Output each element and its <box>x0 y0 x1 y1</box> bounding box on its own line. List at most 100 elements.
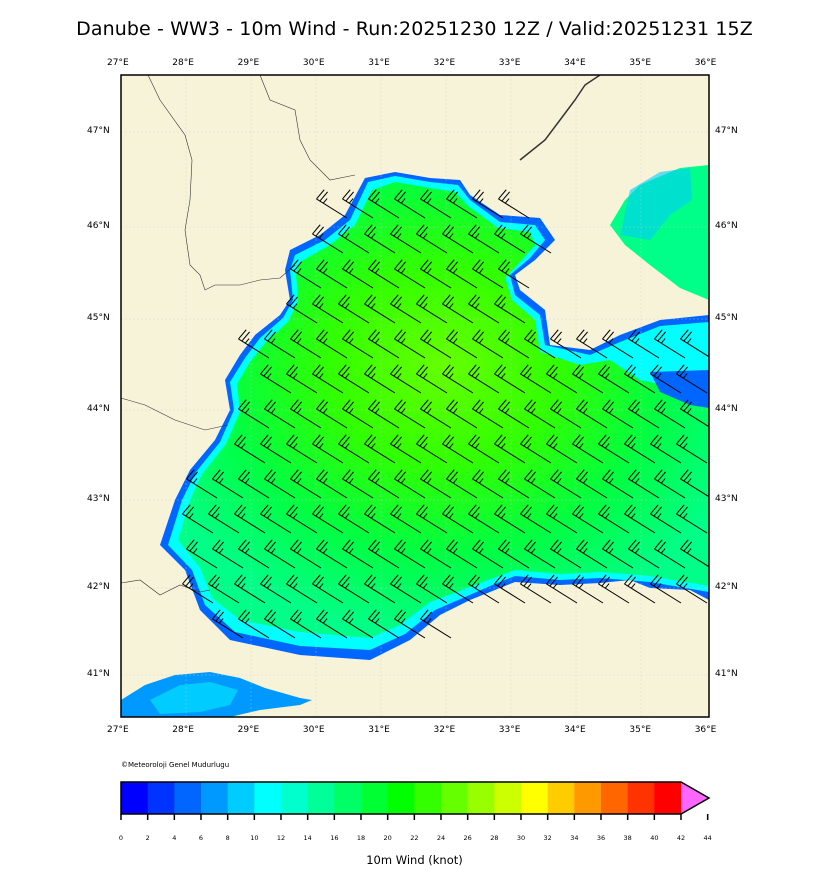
wind-barb <box>316 539 348 569</box>
wind-barb <box>342 539 374 569</box>
lon-label-bottom: 32°E <box>433 725 456 735</box>
wind-barb <box>546 574 578 604</box>
wind-barb <box>576 329 608 359</box>
wind-barb <box>628 329 660 359</box>
colorbar-tick-label: 18 <box>356 834 366 842</box>
wind-barb <box>628 399 660 429</box>
lat-label-right: 46°N <box>715 221 738 231</box>
wind-barb <box>290 539 322 569</box>
wind-barb <box>442 504 474 534</box>
wind-barb <box>364 224 396 254</box>
wind-barb <box>316 259 348 289</box>
border-line <box>147 75 296 291</box>
wind-barb <box>650 434 682 464</box>
wind-barb <box>238 539 270 569</box>
colorbar-swatch <box>547 782 575 814</box>
wind-barb <box>290 329 322 359</box>
wind-barb <box>498 539 530 569</box>
wind-barb <box>342 609 374 639</box>
wind-barb <box>550 399 582 429</box>
wind-barb <box>290 469 322 499</box>
colorbar-tick-label: 34 <box>570 834 579 842</box>
wind-barb <box>342 259 374 289</box>
wind-barb <box>602 399 634 429</box>
wind-barb <box>472 539 504 569</box>
wind-barb <box>312 434 344 464</box>
colorbar-swatch <box>147 782 175 814</box>
wind-barb <box>494 364 526 394</box>
lon-label-top: 33°E <box>498 58 521 68</box>
wind-barb <box>602 469 634 499</box>
wind-barb <box>446 189 478 219</box>
lon-label-bottom: 33°E <box>498 725 521 735</box>
wind-barb <box>208 574 240 604</box>
colorbar-tick-label: 44 <box>703 834 712 842</box>
wind-barb <box>186 469 218 499</box>
wind-barb <box>260 434 292 464</box>
wind-barb <box>628 469 660 499</box>
wind-barb <box>520 434 552 464</box>
wind-barb <box>494 294 526 324</box>
lat-label-left: 47°N <box>87 126 110 136</box>
wind-barb <box>498 259 530 289</box>
wind-barb <box>390 224 422 254</box>
wind-barb <box>468 434 500 464</box>
wind-barb <box>238 469 270 499</box>
colorbar-swatch <box>121 782 149 814</box>
lat-label-right: 44°N <box>715 404 738 414</box>
wind-barb <box>234 504 266 534</box>
wind-barb <box>208 504 240 534</box>
wind-barb <box>446 469 478 499</box>
wind-barb <box>312 504 344 534</box>
colorbar-swatch <box>601 782 629 814</box>
colorbar-tick-label: 30 <box>516 834 526 842</box>
sea-low-wind-east <box>650 370 709 408</box>
wind-barb <box>364 504 396 534</box>
colorbar-swatch <box>361 782 389 814</box>
wind-barb <box>520 224 552 254</box>
wind-barb <box>264 399 296 429</box>
wind-barb <box>420 259 452 289</box>
wind-barb <box>368 329 400 359</box>
lat-label-left: 46°N <box>87 221 110 231</box>
wind-barb <box>342 399 374 429</box>
lat-label-left: 42°N <box>87 582 110 592</box>
wind-barb <box>572 574 604 604</box>
wind-barb <box>264 609 296 639</box>
colorbar-swatch <box>307 782 335 814</box>
wind-barb <box>598 364 630 394</box>
colorbar-swatch <box>441 782 469 814</box>
wind-barb <box>572 364 604 394</box>
wind-barb <box>312 574 344 604</box>
wind-barb <box>286 434 318 464</box>
wind-barb <box>316 469 348 499</box>
wind-barb <box>316 399 348 429</box>
wind-barb <box>342 469 374 499</box>
map-title: Danube - WW3 - 10m Wind - Run:20251230 1… <box>76 18 753 40</box>
colorbar-label: 10m Wind (knot) <box>366 853 463 867</box>
wind-barb <box>260 574 292 604</box>
wind-barb <box>494 574 526 604</box>
wind-barb <box>312 294 344 324</box>
wind-barb <box>598 504 630 534</box>
wind-barb <box>524 469 556 499</box>
wind-barb <box>368 259 400 289</box>
wind-barb <box>676 504 708 534</box>
wind-barb <box>498 329 530 359</box>
wind-barb <box>394 469 426 499</box>
wind-barb <box>494 224 526 254</box>
wind-barb <box>234 574 266 604</box>
sea-east-band <box>620 168 692 240</box>
wind-barb <box>182 574 214 604</box>
wind-barb <box>394 539 426 569</box>
colorbar-tick-label: 36 <box>596 834 606 842</box>
wind-barb <box>338 224 370 254</box>
wind-barb <box>420 189 452 219</box>
wind-barb <box>368 539 400 569</box>
lon-label-top: 35°E <box>629 58 652 68</box>
wind-barb <box>212 539 244 569</box>
wind-barb <box>390 504 422 534</box>
wind-barb <box>654 329 686 359</box>
wind-barb <box>394 609 426 639</box>
